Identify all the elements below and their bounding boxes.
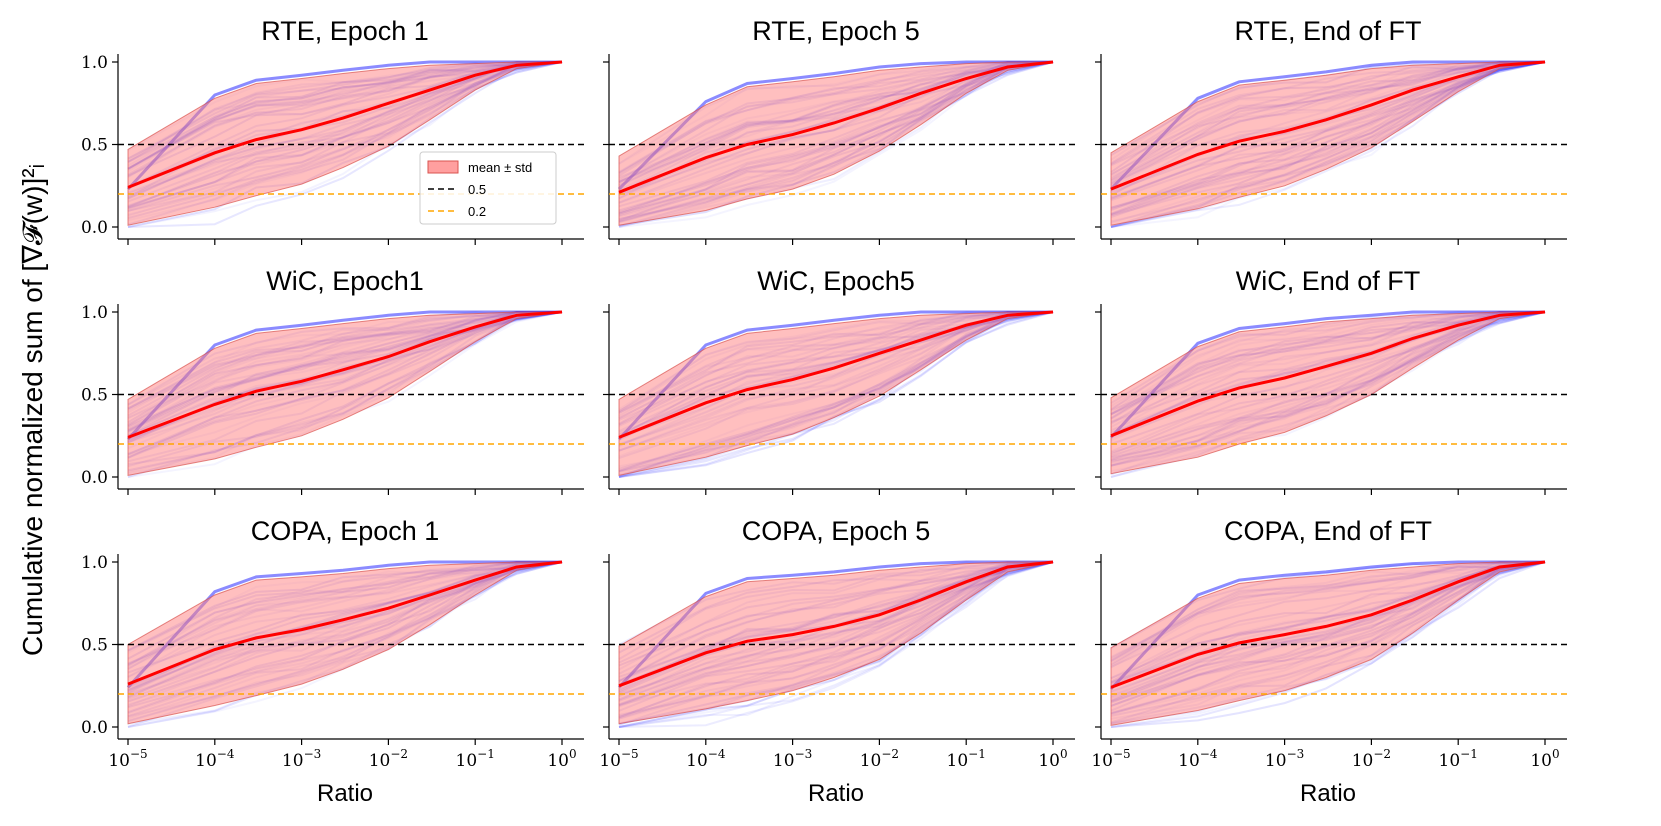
panel-title: RTE, End of FT: [1234, 16, 1421, 46]
panel-3: RTE, End of FT: [1095, 16, 1567, 245]
mean-std-band: [1110, 311, 1546, 475]
panel-title: WiC, Epoch1: [266, 266, 424, 296]
trace-line: [618, 561, 1054, 728]
y-tick-label: 0.0: [81, 218, 108, 238]
y-tick-label: 0.0: [81, 468, 108, 488]
panel-6: WiC, End of FT: [1095, 266, 1567, 495]
legend: mean ± std 0.5 0.2: [419, 151, 557, 225]
x-axis-label: Ratio: [317, 780, 373, 807]
trace-line: [1110, 561, 1546, 728]
panel-1: RTE, Epoch 1 0.0 0.5 1.0 mean ± std 0.5 0.2: [81, 16, 584, 245]
trace-line: [618, 61, 1054, 228]
legend-swatch-band: [427, 160, 459, 174]
panel-title: COPA, Epoch 5: [742, 516, 931, 546]
panel-5: WiC, Epoch5: [603, 266, 1075, 495]
x-tick-label: 10−5: [599, 747, 638, 771]
panel-title: COPA, End of FT: [1224, 516, 1432, 546]
trace-line-dominant: [1109, 310, 1545, 439]
panel-title: COPA, Epoch 1: [251, 516, 440, 546]
legend-label: 0.2: [468, 204, 486, 219]
y-tick-label: 1.0: [81, 303, 108, 323]
x-tick-label: 10−3: [282, 747, 321, 771]
mean-std-band: [618, 61, 1054, 226]
x-tick-label: 100: [1038, 747, 1067, 771]
y-tick-label: 1.0: [81, 53, 108, 73]
x-axis-label: Ratio: [1300, 780, 1356, 807]
y-axis-label: Cumulative normalized sum of [∇𝓕(w)]²ᵢ: [17, 164, 48, 656]
x-tick-label: 10−4: [195, 747, 235, 771]
legend-label: mean ± std: [468, 160, 532, 175]
x-tick-label: 10−1: [1439, 747, 1478, 771]
trace-line: [618, 561, 1054, 728]
trace-line-dominant: [126, 560, 562, 689]
x-tick-label: 10−1: [456, 747, 495, 771]
x-tick-label: 10−3: [1265, 747, 1304, 771]
mean-std-band: [127, 311, 563, 477]
panel-title: RTE, Epoch 1: [261, 16, 429, 46]
x-tick-label: 10−1: [947, 747, 986, 771]
trace-line: [618, 311, 1054, 478]
trace-line-dominant: [617, 310, 1053, 441]
panel-title: WiC, End of FT: [1236, 266, 1421, 296]
x-tick-label: 10−5: [1091, 747, 1130, 771]
y-tick-label: 1.0: [81, 553, 108, 573]
trace-line: [127, 61, 563, 228]
mean-std-band: [127, 561, 563, 725]
mean-std-band: [1110, 561, 1546, 726]
panel-9: COPA, End of FT 10−5 10−4 10−3 10−2 10−1 100 Ra…: [1091, 516, 1567, 807]
mean-std-band: [1110, 61, 1546, 226]
y-tick-label: 0.0: [81, 718, 108, 738]
mean-line: [618, 310, 1054, 439]
mean-line: [127, 310, 563, 439]
mean-line: [127, 60, 563, 189]
trace-line-dominant: [126, 310, 562, 441]
mean-line: [127, 560, 563, 686]
panel-2: RTE, Epoch 5: [603, 16, 1075, 245]
x-tick-label: 100: [547, 747, 576, 771]
trace-line: [618, 311, 1054, 478]
trace-line-dominant: [617, 560, 1053, 689]
y-tick-label: 0.5: [81, 136, 108, 156]
mean-line: [1110, 560, 1546, 689]
x-tick-label: 10−2: [369, 747, 408, 771]
trace-line-dominant: [126, 60, 562, 191]
mean-line: [1110, 60, 1546, 191]
trace-line-dominant: [617, 60, 1053, 191]
trace-line-dominant: [1109, 560, 1545, 691]
mean-line: [618, 560, 1054, 688]
panel-8: COPA, Epoch 5 10−5 10−4 10−3 10−2 10−1 100 Rati…: [599, 516, 1075, 807]
x-tick-label: 10−2: [860, 747, 899, 771]
trace-line: [618, 561, 1054, 728]
legend-label: 0.5: [468, 182, 486, 197]
trace-line: [1110, 561, 1546, 728]
mean-std-band: [618, 561, 1054, 725]
y-tick-label: 0.5: [81, 636, 108, 656]
x-axis-label: Ratio: [808, 780, 864, 807]
mean-std-band: [618, 311, 1054, 477]
mean-line: [1110, 310, 1546, 438]
x-tick-label: 10−2: [1352, 747, 1391, 771]
panel-4: WiC, Epoch1 0.0 0.5 1.0: [81, 266, 584, 495]
panel-title: WiC, Epoch5: [757, 266, 915, 296]
x-tick-label: 10−4: [686, 747, 726, 771]
x-tick-label: 10−4: [1178, 747, 1218, 771]
panel-title: RTE, Epoch 5: [752, 16, 920, 46]
mean-line: [618, 60, 1054, 194]
x-tick-label: 100: [1530, 747, 1559, 771]
x-tick-label: 10−5: [108, 747, 147, 771]
x-tick-label: 10−3: [773, 747, 812, 771]
panel-7: COPA, Epoch 1 0.0 0.5 1.0 10−5 10−4 10−3 10−2 10…: [81, 516, 584, 807]
y-tick-label: 0.5: [81, 386, 108, 406]
trace-line-dominant: [1109, 60, 1545, 191]
